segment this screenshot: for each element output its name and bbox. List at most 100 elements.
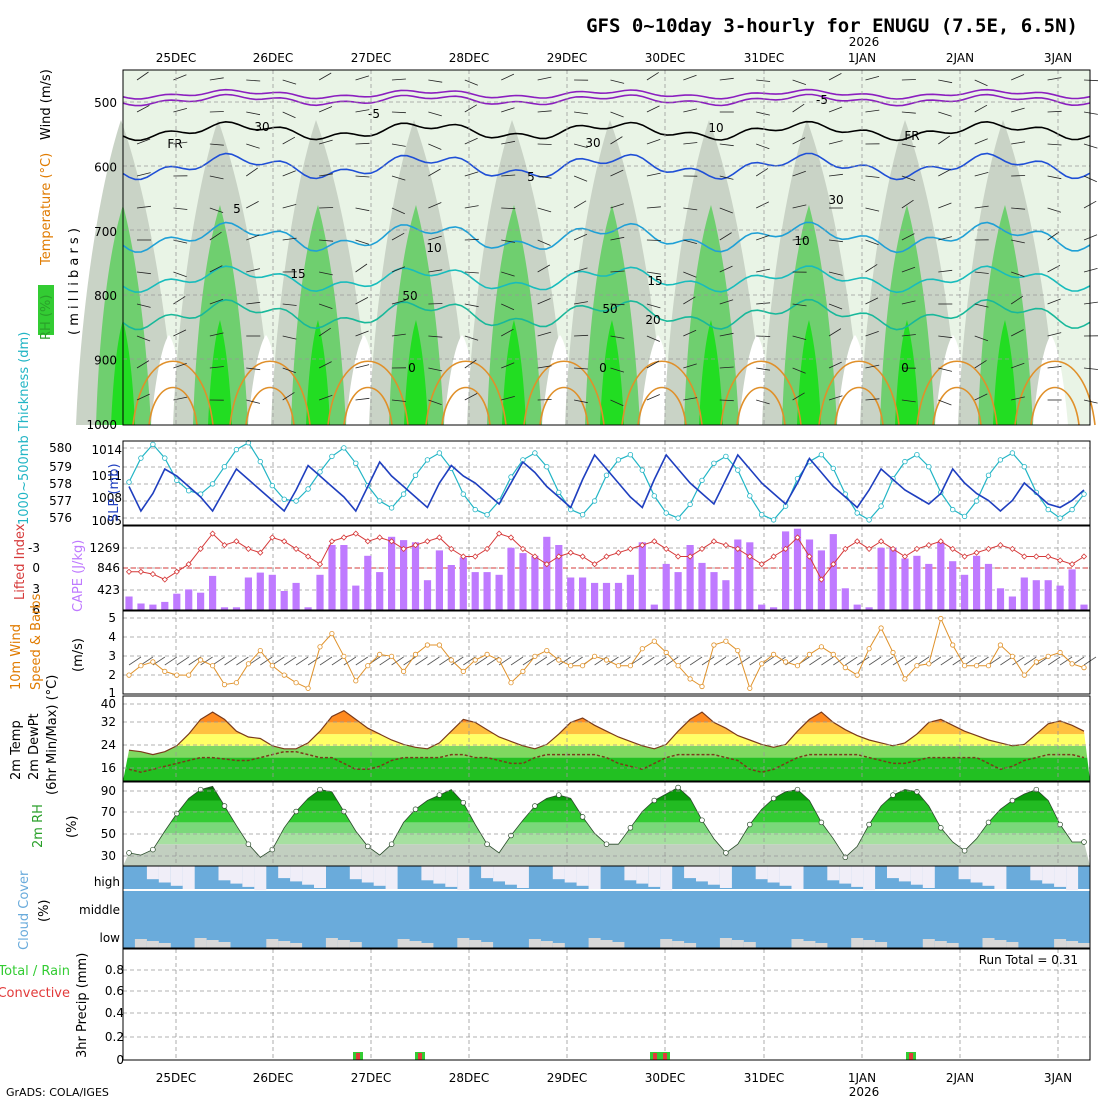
upper-barb [646, 172, 661, 177]
li-label: Lifted Index [13, 523, 28, 600]
upper-barb [537, 143, 552, 145]
upper-barb [537, 365, 552, 369]
wind10-barb [272, 656, 285, 666]
upper-barb [828, 395, 843, 401]
bottom-date-28DEC: 28DEC [449, 1071, 489, 1085]
wind10-point [400, 668, 407, 675]
thickness-point [759, 512, 765, 518]
upper-barb [610, 203, 624, 209]
upper-barb [246, 234, 260, 241]
iso-label-0a: 0 [408, 361, 416, 375]
upper-mb-label: ( m i l l i b a r s ) [67, 228, 82, 335]
slp-tick-1011: 1011 [91, 469, 122, 483]
wind10-barb [976, 656, 989, 666]
precip-conv-4 [909, 1053, 913, 1060]
wind10-point [436, 642, 442, 648]
upper-barb [136, 303, 151, 308]
cape-bar [829, 534, 837, 610]
cloud-low-bar [266, 939, 279, 948]
cape-bar [996, 588, 1005, 610]
wind10-barb [618, 656, 631, 666]
li-point [448, 545, 455, 552]
upper-barb [318, 106, 333, 113]
cape-bar [793, 528, 802, 610]
cloud-high-gap [660, 866, 673, 891]
upper-barb [355, 330, 369, 337]
iso-minus5b [122, 88, 1091, 100]
thickness-point [424, 457, 431, 463]
cape-bar [471, 572, 479, 610]
wind10-point [961, 663, 968, 669]
cloud-high-gap [791, 866, 804, 890]
upper-barb [246, 301, 261, 305]
thickness-point [1009, 450, 1016, 456]
cloud-high-gap [779, 866, 792, 886]
upper-barb [938, 335, 953, 339]
li-point [197, 545, 204, 552]
upper-barb [1083, 143, 1098, 149]
wind10-point [210, 663, 216, 669]
wind10-point [269, 663, 275, 669]
upper-barb [209, 111, 224, 113]
rh-point [579, 814, 586, 820]
cloud-high-gap [457, 866, 470, 891]
wind10-point [723, 638, 729, 644]
thickness-point [436, 450, 443, 456]
cape-bar [865, 607, 873, 610]
cloud-low-bar [731, 940, 744, 948]
rh-plume-green-3 [389, 205, 444, 425]
wind10-point [842, 664, 848, 671]
upper-barb [391, 207, 405, 215]
wind10-point [162, 668, 168, 675]
upper-barb [828, 361, 842, 369]
rh-tick-30: 30 [101, 849, 116, 863]
upper-barb [974, 79, 988, 87]
top-date-axis: 25DEC 26DEC 27DEC 28DEC 29DEC 30DEC 31DEC 1JAN 2… [156, 51, 1072, 65]
chart-title: GFS 0~10day 3-hourly for ENUGU (7.5E, 6.… [586, 15, 1078, 37]
li-point [245, 545, 252, 552]
upper-barb [901, 300, 916, 305]
upper-barb [719, 332, 734, 337]
cape-bar [758, 604, 766, 610]
wind10-barb [642, 656, 655, 666]
li-point [221, 542, 228, 549]
wind10-point [950, 642, 956, 648]
cape-bar [256, 572, 264, 610]
iso-warm2-3 [441, 386, 491, 426]
wind10-point [890, 649, 896, 656]
upper-barb [209, 175, 224, 180]
temp-line [128, 710, 1085, 756]
rh-point [938, 825, 944, 831]
upper-air-panel: -5 -5 5 5 10 10 15 15 20 0 0 0 FR FR 30 30 30 10 50 50 [38, 69, 1099, 426]
iso-label-5b: 5 [233, 202, 241, 216]
upper-barb [464, 171, 479, 177]
upper-rh-label: RH (%) [39, 295, 54, 340]
rh-point [365, 843, 371, 850]
cloud-high-gap [230, 866, 243, 884]
upper-barb [574, 334, 589, 337]
li-point [925, 542, 932, 549]
li-point [257, 549, 264, 556]
upper-barb [610, 111, 624, 118]
top-date-31DEC: 31DEC [744, 51, 784, 65]
rh-point [221, 803, 228, 809]
cloud-high-gap [182, 866, 195, 890]
wind10-point [460, 668, 466, 675]
li-point [866, 545, 873, 552]
upper-barb [501, 396, 515, 401]
upper-barb [938, 135, 951, 145]
thickness-point [854, 510, 860, 516]
li-point [603, 553, 610, 560]
wind10-barb [140, 656, 154, 666]
wind10-point [365, 663, 371, 669]
upper-barb [646, 72, 659, 81]
wind10-point [472, 657, 478, 663]
wind10-point [424, 642, 430, 648]
rh-plume-green-9 [978, 205, 1033, 425]
cloud-high-gap [361, 866, 374, 883]
rh-point [1081, 839, 1087, 845]
rh-point [1009, 797, 1016, 804]
cloud-high-gap [922, 866, 935, 888]
wind10-barb [570, 656, 583, 666]
bottom-date-axis: 25DEC 26DEC 27DEC 28DEC 29DEC 30DEC 31DEC 1JAN 2… [156, 1071, 1072, 1085]
